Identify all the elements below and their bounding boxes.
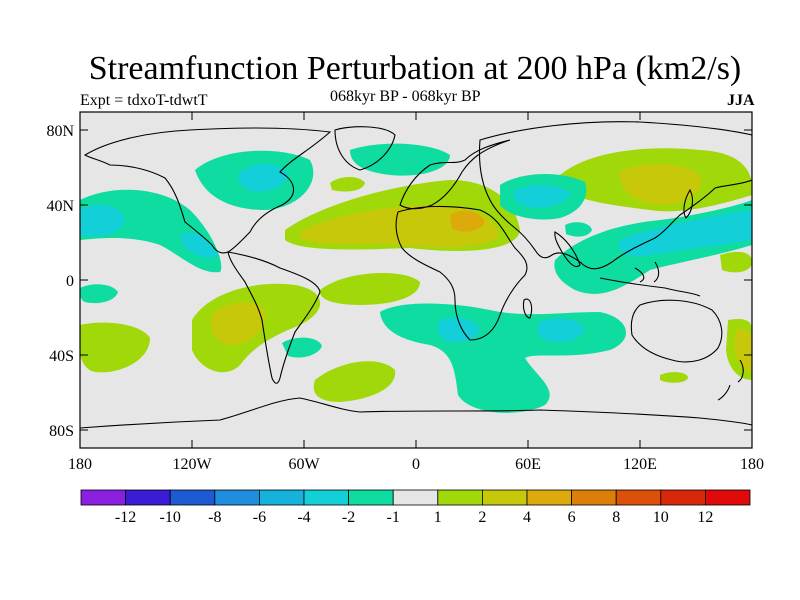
- contour-neg-2: [80, 204, 125, 237]
- coastline-europe: [399, 139, 511, 210]
- coastlines: [80, 121, 752, 429]
- colorbar-swatch: [169, 489, 216, 506]
- coastline-indonesia: [599, 261, 701, 297]
- contour-neg-2: [513, 185, 570, 208]
- coastline-asia: [478, 121, 752, 270]
- coastline-india: [554, 231, 581, 268]
- experiment-label: Expt = tdxoT-tdwtT: [80, 92, 208, 109]
- colorbar-label: -10: [160, 509, 181, 526]
- contour-fills: [80, 143, 752, 413]
- coastline-north-america: [83, 127, 332, 254]
- colorbar-label: 1: [434, 509, 442, 526]
- longitude-labels: 180 120W 60W 0 60E 120E 180: [68, 456, 764, 473]
- lon-label: 180: [68, 456, 92, 473]
- contour-pos-2: [734, 329, 752, 372]
- contour-neg-1: [350, 143, 450, 176]
- colorbar-swatch: [214, 489, 260, 506]
- lat-label: 80S: [49, 423, 74, 440]
- colorbar-swatch: [526, 489, 572, 506]
- coastline-new-zealand: [717, 359, 744, 401]
- coastline-japan: [683, 188, 694, 219]
- contour-pos-2: [210, 302, 266, 345]
- lat-label: 40N: [46, 198, 74, 215]
- contour-pos-1: [319, 272, 420, 305]
- colorbar-label: -8: [208, 509, 221, 526]
- colorbar-label: 2: [478, 509, 486, 526]
- contour-pos-1: [80, 322, 150, 373]
- colorbar-swatch: [125, 489, 171, 506]
- plot-title: Streamfunction Perturbation at 200 hPa (…: [88, 50, 742, 87]
- contour-pos-2: [619, 164, 701, 205]
- contour-neg-2: [619, 210, 752, 257]
- contour-neg-1: [80, 284, 118, 304]
- coastline-greenland: [334, 126, 396, 171]
- colorbar-swatch: [348, 489, 394, 506]
- contour-neg-1: [282, 337, 322, 358]
- colorbar-swatch: [571, 489, 617, 506]
- colorbar-label: 12: [697, 509, 713, 526]
- lon-label: 60E: [515, 456, 541, 473]
- period-label: 068kyr BP - 068kyr BP: [330, 88, 481, 105]
- colorbar-label: -6: [253, 509, 266, 526]
- lon-label: 180: [740, 456, 764, 473]
- contour-pos-2: [300, 205, 499, 248]
- latitude-labels: 80N 40N 0 40S 80S: [46, 123, 74, 440]
- colorbar-label: 6: [568, 509, 576, 526]
- contour-pos-1: [720, 251, 752, 273]
- colorbar-swatch: [80, 489, 126, 506]
- colorbar-label: -12: [115, 509, 136, 526]
- colorbar-swatch: [392, 489, 439, 506]
- lon-label: 120W: [172, 456, 212, 473]
- colorbar-label: 4: [523, 509, 531, 526]
- colorbar-swatch: [660, 489, 706, 506]
- coastline-africa: [395, 205, 528, 341]
- contour-pos-1: [660, 372, 688, 383]
- coastline-madagascar: [522, 298, 533, 319]
- coastline-australia: [630, 299, 723, 363]
- contour-pos-3: [450, 210, 485, 232]
- colorbar-swatch: [615, 489, 662, 506]
- lon-label: 0: [412, 456, 420, 473]
- lon-label: 60W: [288, 456, 320, 473]
- contour-neg-2: [180, 232, 218, 258]
- contour-neg-1: [565, 222, 592, 237]
- colorbar-swatch: [258, 489, 305, 506]
- colorbar-label: 8: [612, 509, 620, 526]
- colorbar-label: -2: [342, 509, 355, 526]
- contour-neg-2: [238, 164, 288, 192]
- contour-pos-1: [330, 177, 365, 192]
- contour-pos-1: [313, 361, 396, 402]
- colorbar-swatch: [705, 489, 751, 506]
- lat-label: 80N: [46, 123, 74, 140]
- colorbar-swatch: [481, 489, 528, 506]
- axis-ticks: [80, 112, 752, 448]
- season-label: JJA: [727, 92, 755, 109]
- lon-label: 120E: [623, 456, 657, 473]
- contour-neg-2: [437, 317, 480, 343]
- colorbar-label: -4: [297, 509, 310, 526]
- colorbar-label: -1: [387, 509, 400, 526]
- colorbar-labels: -12 -10 -8 -6 -4 -2 -1 1 2 4 6 8 10 12: [115, 509, 713, 526]
- colorbar: [80, 489, 751, 506]
- colorbar-swatch: [437, 489, 483, 506]
- lat-label: 0: [66, 273, 74, 290]
- coastline-south-america: [227, 251, 321, 384]
- lat-label: 40S: [49, 348, 74, 365]
- colorbar-label: 10: [653, 509, 669, 526]
- contour-neg-2: [537, 318, 585, 343]
- coastline-antarctica: [80, 397, 752, 429]
- colorbar-swatch: [303, 489, 349, 506]
